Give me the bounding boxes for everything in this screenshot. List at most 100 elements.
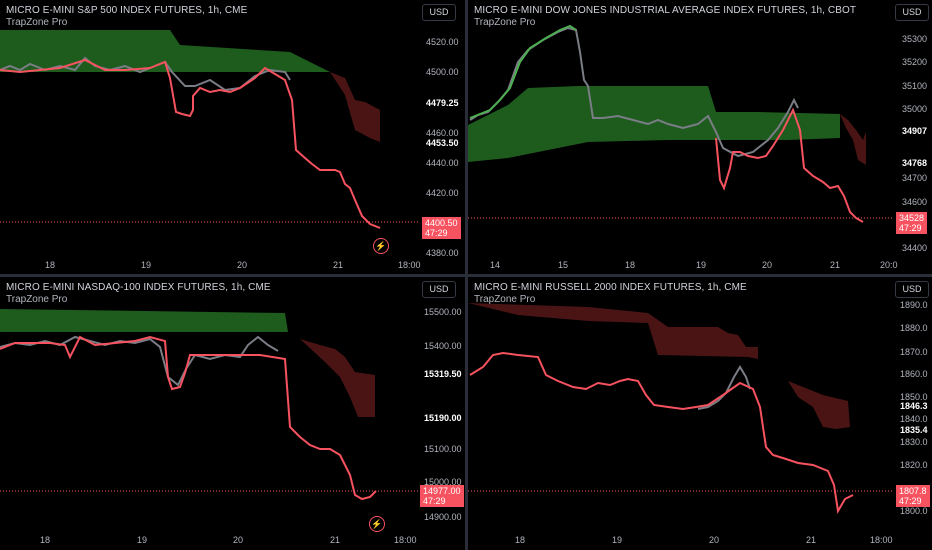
russell-price-label: 1840.0 xyxy=(900,414,928,424)
russell-price-grey xyxy=(697,365,751,410)
russell-title: MICRO E-MINI RUSSELL 2000 INDEX FUTURES,… xyxy=(474,282,747,293)
nasdaq-green-cloud xyxy=(0,309,288,332)
dow-currency-button[interactable]: USD xyxy=(895,4,929,21)
sp500-current-price-tag: 4400.50 47:29 xyxy=(422,217,461,239)
nasdaq-time-label: 18:00 xyxy=(394,535,417,545)
nasdaq-countdown: 47:29 xyxy=(423,496,446,506)
dow-red-cloud xyxy=(840,114,866,165)
russell-price-label: 1870.0 xyxy=(900,347,928,357)
chart-pane-russell[interactable]: MICRO E-MINI RUSSELL 2000 INDEX FUTURES,… xyxy=(468,277,932,550)
dow-time-label: 20 xyxy=(762,260,773,270)
sp500-tag-high: 4479.25 xyxy=(426,98,459,108)
nasdaq-tag-high: 15319.50 xyxy=(424,369,462,379)
nasdaq-lightning-icon[interactable]: ⚡ xyxy=(369,516,385,532)
nasdaq-red-cloud xyxy=(300,339,375,417)
dow-time-label: 18 xyxy=(625,260,636,270)
dow-current-price: 34528 xyxy=(899,213,925,223)
sp500-indicator-name[interactable]: TrapZone Pro xyxy=(6,17,68,28)
russell-time-label: 20 xyxy=(709,535,720,545)
dow-green-cloud xyxy=(468,86,840,162)
dow-time-label: 21 xyxy=(830,260,841,270)
sp500-price-label: 4420.00 xyxy=(426,188,459,198)
nasdaq-chart-canvas[interactable] xyxy=(0,277,465,550)
russell-red-cloud-lower xyxy=(788,381,850,429)
russell-indicator-name[interactable]: TrapZone Pro xyxy=(474,294,536,305)
nasdaq-title: MICRO E-MINI NASDAQ-100 INDEX FUTURES, 1… xyxy=(6,282,271,293)
chart-pane-sp500[interactable]: MICRO E-MINI S&P 500 INDEX FUTURES, 1h, … xyxy=(0,0,465,274)
russell-time-label: 19 xyxy=(612,535,623,545)
russell-price-label: 1830.0 xyxy=(900,437,928,447)
chart-pane-nasdaq[interactable]: MICRO E-MINI NASDAQ-100 INDEX FUTURES, 1… xyxy=(0,277,465,550)
nasdaq-time-label: 19 xyxy=(137,535,148,545)
sp500-red-cloud xyxy=(330,72,380,142)
sp500-price-label: 4380.00 xyxy=(426,248,459,258)
dow-tag-low: 34768 xyxy=(902,158,928,168)
dow-current-price-tag: 34528 47:29 xyxy=(896,212,928,234)
dow-price-green xyxy=(469,24,577,119)
dow-time-label: 20:0 xyxy=(880,260,898,270)
sp500-chart-canvas[interactable] xyxy=(0,0,465,274)
dow-price-label: 35200 xyxy=(902,57,928,67)
russell-current-price: 1807.8 xyxy=(899,486,927,496)
pane-divider-horizontal[interactable] xyxy=(0,274,932,277)
russell-red-cloud-upper xyxy=(468,303,758,359)
russell-price-label: 1820.0 xyxy=(900,460,928,470)
russell-current-price-tag: 1807.8 47:29 xyxy=(896,485,930,507)
nasdaq-price-label: 15100.00 xyxy=(424,444,462,454)
nasdaq-indicator-name[interactable]: TrapZone Pro xyxy=(6,294,68,305)
russell-price-red xyxy=(469,351,854,514)
sp500-title: MICRO E-MINI S&P 500 INDEX FUTURES, 1h, … xyxy=(6,5,248,16)
dow-price-label: 35100 xyxy=(902,81,928,91)
nasdaq-price-grey xyxy=(0,335,279,387)
chart-pane-dow[interactable]: MICRO E-MINI DOW JONES INDUSTRIAL AVERAG… xyxy=(468,0,932,274)
nasdaq-time-label: 20 xyxy=(233,535,244,545)
sp500-price-label: 4500.00 xyxy=(426,67,459,77)
nasdaq-time-label: 18 xyxy=(40,535,51,545)
dow-indicator-name[interactable]: TrapZone Pro xyxy=(474,17,536,28)
dow-time-label: 19 xyxy=(696,260,707,270)
dow-price-label: 34700 xyxy=(902,173,928,183)
nasdaq-price-red xyxy=(0,335,377,501)
sp500-price-red xyxy=(0,58,381,229)
nasdaq-price-label: 15500.00 xyxy=(424,307,462,317)
sp500-time-label: 18:00 xyxy=(398,260,421,270)
dow-price-grey xyxy=(469,26,799,158)
sp500-green-cloud xyxy=(0,30,330,72)
nasdaq-tag-low: 15190.00 xyxy=(424,413,462,423)
sp500-price-label: 4520.00 xyxy=(426,37,459,47)
russell-price-label: 1890.0 xyxy=(900,300,928,310)
dow-time-label: 14 xyxy=(490,260,501,270)
dow-price-label: 35000 xyxy=(902,104,928,114)
sp500-countdown: 47:29 xyxy=(425,228,448,238)
russell-price-label: 1880.0 xyxy=(900,323,928,333)
nasdaq-price-label: 15400.00 xyxy=(424,341,462,351)
dow-price-red xyxy=(715,107,864,223)
russell-countdown: 47:29 xyxy=(899,496,922,506)
sp500-time-label: 20 xyxy=(237,260,248,270)
nasdaq-price-label: 15000.00 xyxy=(424,477,462,487)
russell-time-label: 18:00 xyxy=(870,535,893,545)
nasdaq-current-price: 14977.00 xyxy=(423,486,461,496)
dow-price-label: 35300 xyxy=(902,34,928,44)
nasdaq-time-label: 21 xyxy=(330,535,341,545)
russell-time-label: 18 xyxy=(515,535,526,545)
sp500-price-label: 4460.00 xyxy=(426,128,459,138)
dow-title: MICRO E-MINI DOW JONES INDUSTRIAL AVERAG… xyxy=(474,5,857,16)
russell-chart-canvas[interactable] xyxy=(468,277,932,550)
dow-time-label: 15 xyxy=(558,260,569,270)
russell-price-label: 1800.0 xyxy=(900,506,928,516)
russell-currency-button[interactable]: USD xyxy=(895,281,929,298)
dow-countdown: 47:29 xyxy=(899,223,922,233)
sp500-time-label: 21 xyxy=(333,260,344,270)
sp500-tag-low: 4453.50 xyxy=(426,138,459,148)
russell-tag-high: 1846.3 xyxy=(900,401,928,411)
sp500-time-label: 18 xyxy=(45,260,56,270)
sp500-current-price: 4400.50 xyxy=(425,218,458,228)
dow-chart-canvas[interactable] xyxy=(468,0,932,274)
sp500-price-label: 4440.00 xyxy=(426,158,459,168)
russell-tag-low: 1835.4 xyxy=(900,425,928,435)
nasdaq-currency-button[interactable]: USD xyxy=(422,281,456,298)
sp500-currency-button[interactable]: USD xyxy=(422,4,456,21)
sp500-lightning-icon[interactable]: ⚡ xyxy=(373,238,389,254)
russell-price-label: 1860.0 xyxy=(900,369,928,379)
